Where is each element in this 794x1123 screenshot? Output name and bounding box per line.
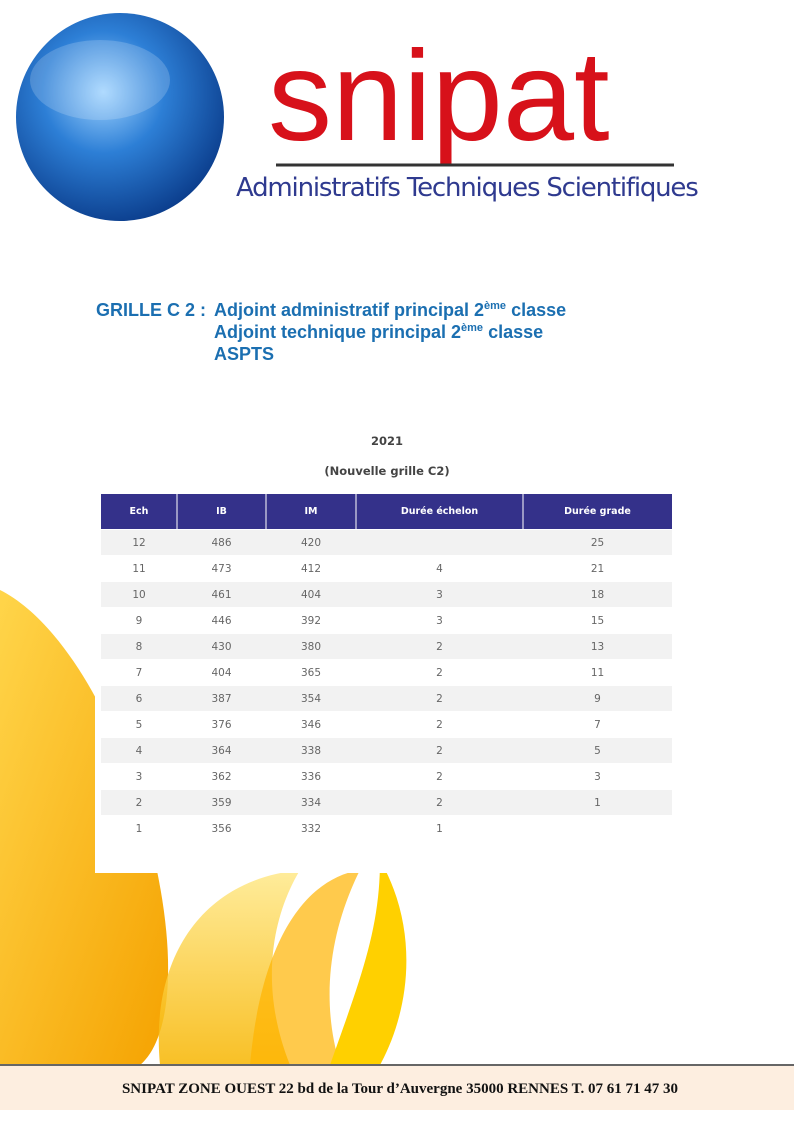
table-cell: 7 <box>594 719 601 731</box>
table-cell: 376 <box>211 719 231 731</box>
table-cell: 25 <box>591 537 604 549</box>
title-suffix: classe <box>483 322 543 342</box>
table-cell: 12 <box>132 537 145 549</box>
title-line: ASPTS <box>214 344 274 364</box>
table-cell: 2 <box>436 641 443 653</box>
table-cell: 354 <box>301 693 321 705</box>
table-cell: 2 <box>436 693 443 705</box>
table-cell: 9 <box>136 615 143 627</box>
column-header: IM <box>305 506 318 517</box>
row-stripe <box>101 582 672 607</box>
table-caption: (Nouvelle grille C2) <box>324 464 449 478</box>
table-cell: 461 <box>211 589 231 601</box>
table-cell: 1 <box>136 823 143 835</box>
row-stripe <box>101 634 672 659</box>
title-text: Adjoint administratif principal 2 <box>214 300 484 320</box>
table-cell: 3 <box>436 615 443 627</box>
table-cell: 13 <box>591 641 604 653</box>
table-cell: 18 <box>591 589 604 601</box>
row-stripe <box>101 738 672 763</box>
table-cell: 446 <box>211 615 231 627</box>
logo: snipat Administratifs Techniques Scienti… <box>16 13 699 221</box>
column-header: IB <box>216 506 227 517</box>
table-cell: 420 <box>301 537 321 549</box>
table-cell: 3 <box>436 589 443 601</box>
table-cell: 473 <box>211 563 231 575</box>
table-cell: 11 <box>591 667 604 679</box>
table-cell: 2 <box>436 719 443 731</box>
table-cell: 346 <box>301 719 321 731</box>
title-lines: Adjoint administratif principal 2ème cla… <box>214 300 566 364</box>
table-cell: 2 <box>436 771 443 783</box>
title-suffix: classe <box>506 300 566 320</box>
table-cell: 336 <box>301 771 321 783</box>
footer: SNIPAT ZONE OUEST 22 bd de la Tour d’Auv… <box>122 1081 678 1097</box>
table-cell: 338 <box>301 745 321 757</box>
title-text: ASPTS <box>214 344 274 364</box>
table-cell: 362 <box>211 771 231 783</box>
table-cell: 11 <box>132 563 145 575</box>
row-stripe <box>101 686 672 711</box>
table-cell: 364 <box>211 745 231 757</box>
table-cell: 9 <box>594 693 601 705</box>
table-cell: 380 <box>301 641 321 653</box>
column-header: Durée grade <box>564 506 631 517</box>
table-header <box>101 494 672 529</box>
table-cell: 404 <box>301 589 321 601</box>
table-year: 2021 <box>371 434 403 448</box>
background-flames <box>0 590 794 1123</box>
title-line: Adjoint technique principal 2ème classe <box>214 322 543 342</box>
table-cell: 2 <box>436 797 443 809</box>
table-cell: 1 <box>594 797 601 809</box>
table-cell: 4 <box>436 563 443 575</box>
row-stripe <box>101 790 672 815</box>
table-cell: 356 <box>211 823 231 835</box>
table-cell: 15 <box>591 615 604 627</box>
table-cell: 392 <box>301 615 321 627</box>
table-cell: 332 <box>301 823 321 835</box>
table-cell: 4 <box>136 745 143 757</box>
table-cell: 5 <box>136 719 143 731</box>
title-prefix: GRILLE C 2 : <box>96 300 206 320</box>
title-line: Adjoint administratif principal 2ème cla… <box>214 300 566 320</box>
table-cell: 2 <box>436 745 443 757</box>
table-cell: 486 <box>211 537 231 549</box>
table-cell: 334 <box>301 797 321 809</box>
table-cell: 412 <box>301 563 321 575</box>
table-cell: 430 <box>211 641 231 653</box>
table-cell: 6 <box>136 693 143 705</box>
table-cell: 365 <box>301 667 321 679</box>
table-cell: 2 <box>436 667 443 679</box>
column-header: Ech <box>130 506 149 517</box>
table-cell: 21 <box>591 563 604 575</box>
title-sup: ème <box>484 300 506 312</box>
table-cell: 2 <box>136 797 143 809</box>
tagline: Administratifs Techniques Scientifiques <box>236 173 698 203</box>
table-cell: 387 <box>211 693 231 705</box>
table-cell: 10 <box>132 589 145 601</box>
table-cell: 5 <box>594 745 601 757</box>
table-cell: 8 <box>136 641 143 653</box>
title-sup: ème <box>461 322 483 334</box>
column-header: Durée échelon <box>401 506 479 517</box>
title-text: Adjoint technique principal 2 <box>214 322 461 342</box>
row-stripe <box>101 530 672 555</box>
table-cell: 3 <box>594 771 601 783</box>
table-cell: 1 <box>436 823 443 835</box>
table-cell: 7 <box>136 667 143 679</box>
table-cell: 404 <box>211 667 231 679</box>
brand: snipat <box>268 25 610 168</box>
table-cell: 3 <box>136 771 143 783</box>
table-cell: 359 <box>211 797 231 809</box>
